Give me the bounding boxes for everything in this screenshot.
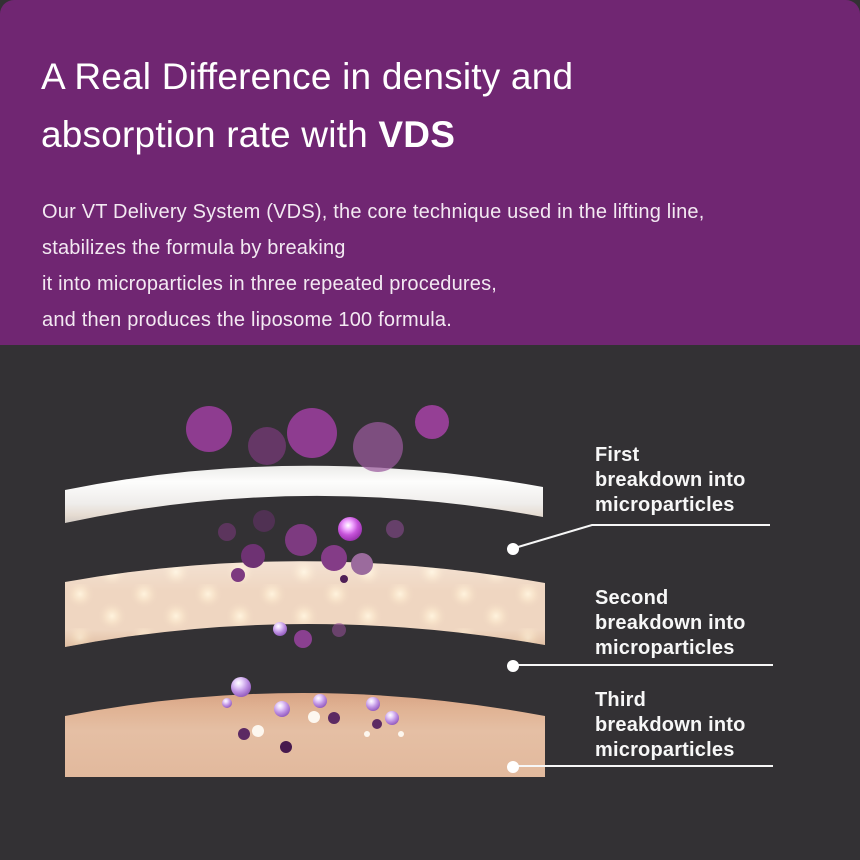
shiny-microparticle	[231, 677, 251, 697]
page-title: A Real Difference in density and absorpt…	[41, 48, 820, 164]
callout-dot-third	[507, 761, 519, 773]
microparticle	[386, 520, 404, 538]
callout-dot-first	[507, 543, 519, 555]
callout-label-line: Third	[595, 689, 646, 711]
microparticle	[186, 406, 232, 452]
microparticles-above-membrane	[186, 405, 449, 472]
microparticle	[285, 524, 317, 556]
callout-label-line: breakdown into	[595, 469, 746, 491]
microparticles-on-second-layer	[231, 544, 373, 583]
microparticle	[415, 405, 449, 439]
white-microparticle	[308, 711, 320, 723]
shiny-microparticle	[385, 711, 399, 725]
white-microparticle	[364, 731, 370, 737]
callout-dot-second	[507, 660, 519, 672]
microparticle	[287, 408, 337, 458]
title-line-1: A Real Difference in density and	[41, 56, 574, 97]
description-line: stabilizes the formula by breaking	[42, 237, 346, 259]
white-microparticle	[398, 731, 404, 737]
callout-dots	[507, 543, 519, 773]
title-vds-highlight: VDS	[378, 114, 456, 155]
microparticle	[340, 575, 348, 583]
callout-label-third: Third breakdown into microparticles	[595, 688, 746, 763]
layer-third-skin	[65, 693, 545, 777]
microparticle	[253, 510, 275, 532]
microparticle	[332, 623, 346, 637]
callout-label-line: microparticles	[595, 637, 735, 659]
callout-label-line: Second	[595, 587, 669, 609]
callout-lines	[517, 524, 773, 767]
dark-microparticle	[372, 719, 382, 729]
callout-label-line: First	[595, 444, 640, 466]
callout-label-line: breakdown into	[595, 612, 746, 634]
white-microparticle	[252, 725, 264, 737]
dark-microparticle	[238, 728, 250, 740]
callout-label-line: breakdown into	[595, 714, 746, 736]
shiny-microparticle	[313, 694, 327, 708]
header-section: A Real Difference in density and absorpt…	[0, 0, 860, 345]
microparticle	[294, 630, 312, 648]
description-line: Our VT Delivery System (VDS), the core t…	[42, 201, 705, 223]
microparticles-behind-membrane	[248, 408, 337, 465]
callout-label-second: Second breakdown into microparticles	[595, 586, 746, 661]
microparticle	[231, 568, 245, 582]
dark-microparticle	[280, 741, 292, 753]
layer-first-membrane	[65, 465, 543, 523]
callout-label-line: microparticles	[595, 494, 735, 516]
microparticles-between-second-third	[273, 622, 346, 648]
callout-label-line: microparticles	[595, 739, 735, 761]
description-line: it into microparticles in three repeated…	[42, 273, 498, 295]
description-line: and then produces the liposome 100 formu…	[42, 309, 452, 331]
shiny-microparticle	[366, 697, 380, 711]
shiny-microparticle	[273, 622, 287, 636]
glowing-microparticle	[338, 517, 362, 541]
shiny-microparticle	[222, 698, 232, 708]
title-line-2: absorption rate with VDS	[41, 106, 820, 164]
microparticle	[241, 544, 265, 568]
microparticle	[321, 545, 347, 571]
layer-second-textured	[65, 561, 545, 647]
microparticle	[218, 523, 236, 541]
microparticle	[248, 427, 286, 465]
microparticle	[351, 553, 373, 575]
title-line-2-regular: absorption rate with	[41, 114, 379, 155]
callout-line-first	[517, 524, 770, 548]
shiny-microparticle	[274, 701, 290, 717]
callout-label-first: First breakdown into microparticles	[595, 443, 746, 518]
microparticles-mid	[218, 510, 404, 556]
dark-microparticle	[328, 712, 340, 724]
microparticles-on-third-layer	[222, 677, 404, 753]
microparticle	[353, 422, 403, 472]
description-paragraph: Our VT Delivery System (VDS), the core t…	[42, 194, 820, 338]
